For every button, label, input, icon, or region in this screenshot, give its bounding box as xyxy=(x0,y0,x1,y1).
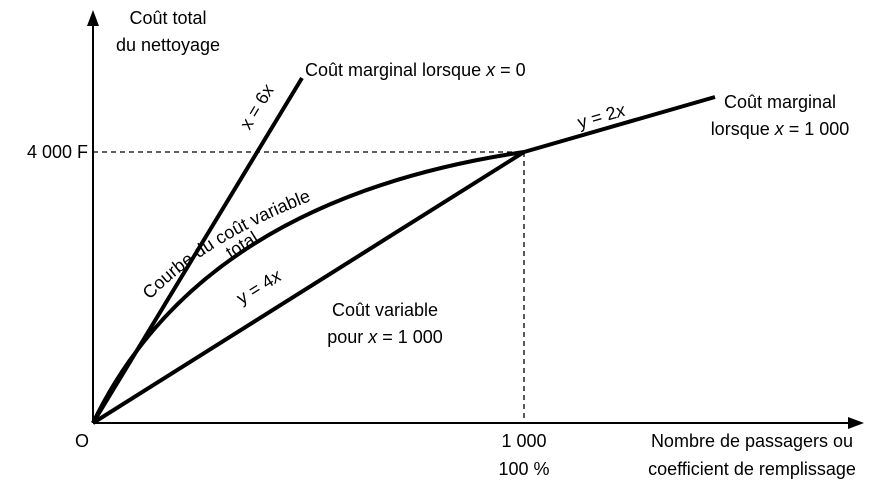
line-4x xyxy=(91,150,526,425)
x-label: Nombre de passagers ou xyxy=(651,431,853,451)
x-arrow xyxy=(848,417,864,429)
x-label: coefficient de remplissage xyxy=(648,459,856,479)
cost-curve xyxy=(91,150,525,424)
label-steep: Coût marginal lorsque x = 0 xyxy=(305,60,526,80)
y-arrow xyxy=(87,10,99,26)
label-tangent: lorsque x = 1 000 xyxy=(711,119,850,139)
eq-4x: y = 4x xyxy=(233,265,286,308)
x-value: 100 % xyxy=(498,459,549,479)
label-tangent: Coût marginal xyxy=(724,92,836,112)
label-chord: Coût variable xyxy=(332,300,438,320)
y-label: Coût total xyxy=(129,8,206,28)
y-value: 4 000 F xyxy=(27,142,88,162)
origin: O xyxy=(75,431,89,451)
y-label: du nettoyage xyxy=(116,35,220,55)
line-2x xyxy=(523,95,716,154)
x-value: 1 000 xyxy=(501,431,546,451)
label-chord: pour x = 1 000 xyxy=(327,327,443,347)
